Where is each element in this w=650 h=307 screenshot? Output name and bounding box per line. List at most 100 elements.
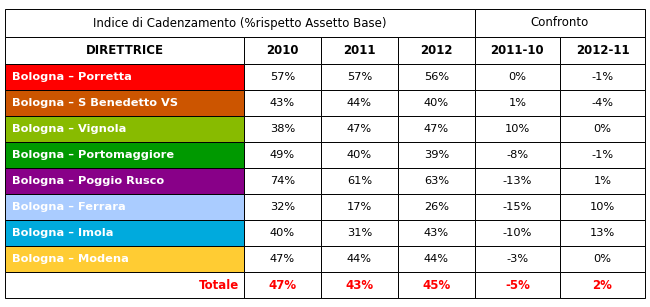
Text: 43%: 43% (345, 278, 374, 292)
Bar (475, 246, 560, 272)
Bar (560, 246, 645, 272)
Text: 31%: 31% (347, 228, 372, 238)
Bar (5, 168, 244, 194)
Text: 13%: 13% (590, 228, 615, 238)
Text: 61%: 61% (347, 176, 372, 186)
Text: DIRETTRICE: DIRETTRICE (86, 44, 164, 57)
Bar (398, 116, 475, 142)
Bar (244, 116, 321, 142)
Text: 40%: 40% (424, 98, 449, 108)
Bar (475, 142, 560, 168)
Text: 32%: 32% (270, 202, 295, 212)
Text: 74%: 74% (270, 176, 295, 186)
Text: Bologna – Ferrara: Bologna – Ferrara (12, 202, 125, 212)
Bar (398, 194, 475, 220)
Text: 2%: 2% (593, 278, 612, 292)
Bar (5, 272, 244, 298)
Bar (321, 272, 398, 298)
Text: 47%: 47% (270, 254, 295, 264)
Bar (244, 246, 321, 272)
Text: 17%: 17% (347, 202, 372, 212)
Text: Bologna – Imola: Bologna – Imola (12, 228, 113, 238)
Text: 2011-10: 2011-10 (491, 44, 544, 57)
Bar (5, 220, 244, 246)
Text: Bologna – Modena: Bologna – Modena (12, 254, 129, 264)
Text: 44%: 44% (347, 98, 372, 108)
Bar (5, 64, 244, 90)
Text: 1%: 1% (593, 176, 612, 186)
Bar (560, 116, 645, 142)
Bar (398, 220, 475, 246)
Bar (398, 168, 475, 194)
Text: 40%: 40% (270, 228, 295, 238)
Bar (5, 142, 244, 168)
Bar (560, 220, 645, 246)
Bar (321, 37, 398, 64)
Bar (321, 116, 398, 142)
Text: 47%: 47% (424, 124, 449, 134)
Text: Bologna – Vignola: Bologna – Vignola (12, 124, 126, 134)
Bar (321, 168, 398, 194)
Text: 10%: 10% (505, 124, 530, 134)
Bar (475, 168, 560, 194)
Text: 10%: 10% (590, 202, 615, 212)
Bar (321, 220, 398, 246)
Bar (244, 220, 321, 246)
Text: 39%: 39% (424, 150, 449, 160)
Text: -10%: -10% (502, 228, 532, 238)
Text: -5%: -5% (505, 278, 530, 292)
Bar (5, 116, 244, 142)
Text: 57%: 57% (347, 72, 372, 82)
Text: 2012-11: 2012-11 (576, 44, 629, 57)
Bar (398, 37, 475, 64)
Bar (244, 90, 321, 116)
Text: 2012: 2012 (420, 44, 452, 57)
Bar (244, 168, 321, 194)
Bar (560, 272, 645, 298)
Bar (5, 37, 244, 64)
Text: 2011: 2011 (343, 44, 376, 57)
Text: 57%: 57% (270, 72, 295, 82)
Bar (560, 37, 645, 64)
Text: 43%: 43% (424, 228, 449, 238)
Bar (321, 64, 398, 90)
Text: 38%: 38% (270, 124, 295, 134)
Bar (560, 90, 645, 116)
Text: -13%: -13% (502, 176, 532, 186)
Text: 47%: 47% (268, 278, 296, 292)
Text: -1%: -1% (592, 72, 614, 82)
Bar (475, 9, 645, 37)
Bar (398, 246, 475, 272)
Text: 1%: 1% (508, 98, 526, 108)
Bar (5, 194, 244, 220)
Text: 44%: 44% (424, 254, 449, 264)
Bar (475, 116, 560, 142)
Bar (475, 37, 560, 64)
Text: -1%: -1% (592, 150, 614, 160)
Bar (321, 90, 398, 116)
Bar (398, 64, 475, 90)
Bar (475, 272, 560, 298)
Text: 43%: 43% (270, 98, 295, 108)
Text: 40%: 40% (347, 150, 372, 160)
Text: 2010: 2010 (266, 44, 299, 57)
Text: 0%: 0% (508, 72, 526, 82)
Bar (5, 246, 244, 272)
Bar (475, 220, 560, 246)
Text: 49%: 49% (270, 150, 295, 160)
Bar (321, 194, 398, 220)
Bar (560, 168, 645, 194)
Bar (5, 9, 475, 37)
Text: 44%: 44% (347, 254, 372, 264)
Text: 63%: 63% (424, 176, 449, 186)
Text: 45%: 45% (422, 278, 450, 292)
Text: -8%: -8% (506, 150, 528, 160)
Text: Indice di Cadenzamento (%rispetto Assetto Base): Indice di Cadenzamento (%rispetto Assett… (93, 17, 387, 29)
Text: -3%: -3% (506, 254, 528, 264)
Text: Bologna – Poggio Rusco: Bologna – Poggio Rusco (12, 176, 164, 186)
Text: 0%: 0% (593, 124, 612, 134)
Text: 56%: 56% (424, 72, 449, 82)
Text: -15%: -15% (502, 202, 532, 212)
Bar (321, 142, 398, 168)
Bar (244, 194, 321, 220)
